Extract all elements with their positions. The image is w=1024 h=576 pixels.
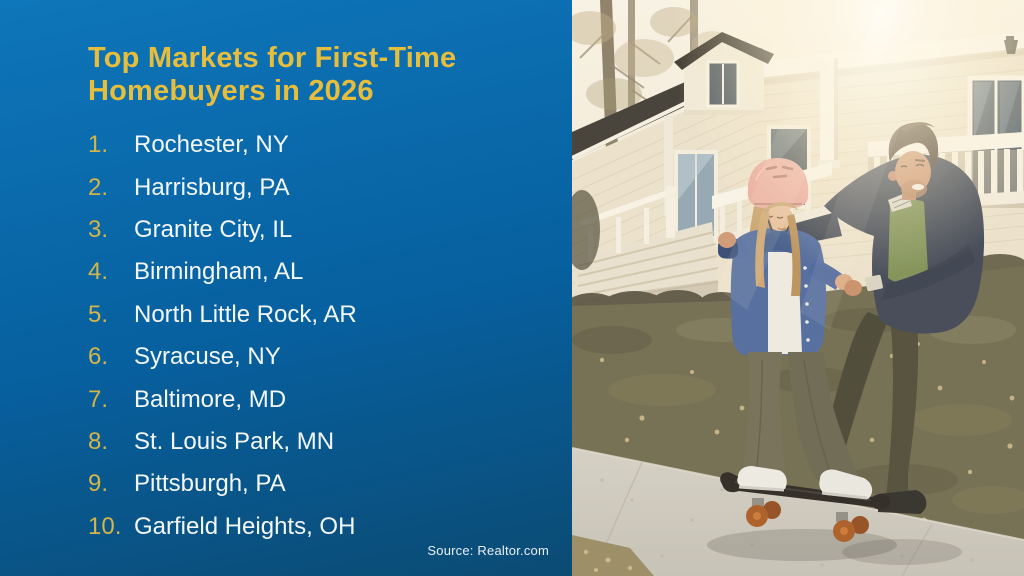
rank-number: 6.	[88, 343, 109, 371]
rank-number: 5.	[88, 300, 109, 328]
rank-number: 3.	[88, 216, 109, 244]
city-name: Pittsburgh, PA	[134, 470, 286, 498]
sun-ray	[800, 0, 944, 330]
page-title: Top Markets for First-Time Homebuyers in…	[88, 42, 457, 108]
family-skateboard-photo	[572, 0, 1024, 576]
list-item: 3. Granite City, IL	[88, 209, 572, 251]
city-name: Birmingham, AL	[134, 258, 304, 286]
list-item: 2. Harrisburg, PA	[88, 166, 572, 208]
list-item: 9. Pittsburgh, PA	[88, 463, 572, 505]
rank-number: 2.	[88, 173, 109, 201]
market-list: 1. Rochester, NY 2. Harrisburg, PA 3. Gr…	[88, 124, 572, 548]
city-name: Syracuse, NY	[134, 343, 281, 371]
list-panel: Top Markets for First-Time Homebuyers in…	[0, 0, 572, 576]
photo-illustration	[572, 0, 1024, 576]
source-attribution: Source: Realtor.com	[427, 543, 549, 558]
list-item: 4. Birmingham, AL	[88, 251, 572, 293]
sun-ray	[717, 0, 882, 310]
list-item: 5. North Little Rock, AR	[88, 294, 572, 336]
city-name: Baltimore, MD	[134, 385, 287, 413]
list-item: 1. Rochester, NY	[88, 124, 572, 166]
sun-flare	[572, 0, 1024, 576]
city-name: Harrisburg, PA	[134, 173, 290, 201]
list-item: 8. St. Louis Park, MN	[88, 421, 572, 463]
list-item: 6. Syracuse, NY	[88, 336, 572, 378]
rank-number: 10.	[88, 512, 122, 540]
city-name: Rochester, NY	[134, 131, 289, 159]
city-name: Granite City, IL	[134, 216, 293, 244]
city-name: St. Louis Park, MN	[134, 428, 335, 456]
rank-number: 1.	[88, 131, 109, 159]
list-item: 10. Garfield Heights, OH	[88, 506, 572, 548]
rank-number: 7.	[88, 385, 109, 413]
city-name: North Little Rock, AR	[134, 300, 357, 328]
rank-number: 9.	[88, 470, 109, 498]
rank-number: 4.	[88, 258, 109, 286]
rank-number: 8.	[88, 428, 109, 456]
city-name: Garfield Heights, OH	[134, 512, 356, 540]
list-item: 7. Baltimore, MD	[88, 378, 572, 420]
